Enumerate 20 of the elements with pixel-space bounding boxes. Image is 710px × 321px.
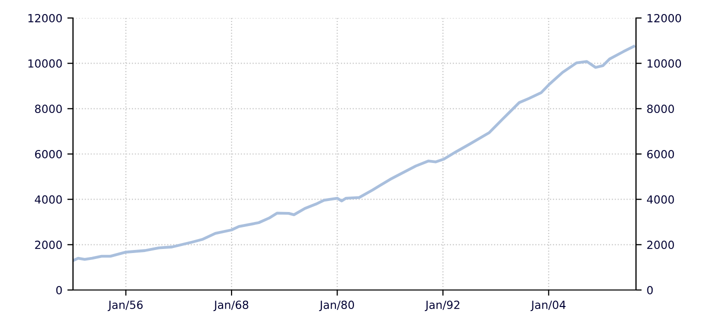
y-tick-label: 2000 [35, 240, 62, 250]
y2-tick-label: 12000 [648, 14, 682, 22]
y2-tick-label: 8000 [647, 104, 674, 114]
y-tick-label: 10000 [28, 59, 62, 68]
x-tick-label: Jan/04 [530, 300, 566, 312]
x-tick-label: Jan/68 [213, 300, 248, 312]
x-tick-label: Jan/80 [319, 300, 354, 312]
y-tick-label: 6000 [35, 150, 62, 158]
y-tick-label: 12000 [28, 14, 62, 22]
line-series [73, 44, 636, 262]
y2-tick-label: 0 [647, 286, 653, 294]
x-tick-label: Jan/92 [424, 300, 460, 312]
y2-tick-label: 2000 [647, 240, 674, 250]
x-tick-label: Jan/56 [108, 300, 143, 312]
y-tick-label: 8000 [35, 104, 62, 114]
y-tick-label: 0 [56, 286, 62, 294]
y2-tick-label: 10000 [648, 59, 682, 68]
y2-tick-label: 6000 [647, 150, 674, 158]
y2-tick-label: 4000 [646, 195, 674, 204]
y-tick-label: 4000 [34, 195, 62, 204]
